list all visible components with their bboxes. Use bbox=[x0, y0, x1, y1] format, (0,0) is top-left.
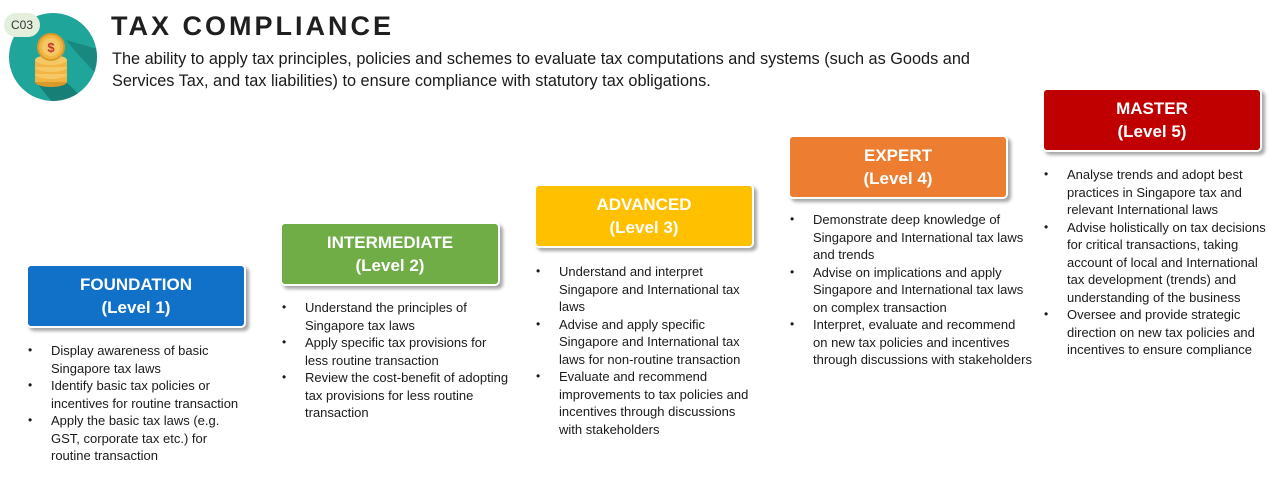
list-item: Understand the principles of Singapore t… bbox=[280, 299, 510, 334]
level-2-list: Understand the principles of Singapore t… bbox=[280, 299, 510, 422]
level-3-number: (Level 3) bbox=[609, 218, 679, 237]
level-3-name: ADVANCED bbox=[596, 195, 692, 214]
list-item: Apply specific tax provisions for less r… bbox=[280, 334, 510, 369]
level-4-name: EXPERT bbox=[863, 146, 933, 165]
level-5-name: MASTER bbox=[1116, 99, 1188, 118]
svg-text:$: $ bbox=[47, 40, 55, 55]
competency-description: The ability to apply tax principles, pol… bbox=[112, 50, 970, 90]
level-4-header: EXPERT (Level 4) bbox=[788, 135, 1008, 199]
list-item: Interpret, evaluate and recommend on new… bbox=[788, 316, 1033, 369]
level-1-list: Display awareness of basic Singapore tax… bbox=[26, 342, 246, 465]
level-2-number: (Level 2) bbox=[355, 256, 425, 275]
competency-code-badge: C03 bbox=[4, 13, 40, 37]
list-item: Evaluate and recommend improvements to t… bbox=[534, 368, 759, 438]
list-item: Oversee and provide strategic direction … bbox=[1042, 306, 1272, 359]
list-item: Advise on implications and apply Singapo… bbox=[788, 264, 1033, 317]
list-item: Advise and apply specific Singapore and … bbox=[534, 316, 759, 369]
level-3-header: ADVANCED (Level 3) bbox=[534, 184, 754, 248]
level-2-header: INTERMEDIATE (Level 2) bbox=[280, 222, 500, 286]
list-item: Review the cost-benefit of adopting tax … bbox=[280, 369, 510, 422]
level-5-number: (Level 5) bbox=[1117, 122, 1187, 141]
level-1-header: FOUNDATION (Level 1) bbox=[26, 264, 246, 328]
level-2-name: INTERMEDIATE bbox=[326, 233, 454, 252]
list-item: Analyse trends and adopt best practices … bbox=[1042, 166, 1272, 219]
list-item: Apply the basic tax laws (e.g. GST, corp… bbox=[26, 412, 246, 465]
list-item: Display awareness of basic Singapore tax… bbox=[26, 342, 246, 377]
level-5-header: MASTER (Level 5) bbox=[1042, 88, 1262, 152]
level-4-number: (Level 4) bbox=[863, 169, 933, 188]
level-5-list: Analyse trends and adopt best practices … bbox=[1042, 166, 1272, 359]
level-1-number: (Level 1) bbox=[101, 298, 171, 317]
level-1-name: FOUNDATION bbox=[79, 275, 193, 294]
level-4-list: Demonstrate deep knowledge of Singapore … bbox=[788, 211, 1033, 369]
page-title: TAX COMPLIANCE bbox=[111, 11, 394, 41]
list-item: Advise holistically on tax decisions for… bbox=[1042, 219, 1272, 307]
level-3-list: Understand and interpret Singapore and I… bbox=[534, 263, 759, 438]
list-item: Demonstrate deep knowledge of Singapore … bbox=[788, 211, 1033, 264]
list-item: Identify basic tax policies or incentive… bbox=[26, 377, 246, 412]
list-item: Understand and interpret Singapore and I… bbox=[534, 263, 759, 316]
